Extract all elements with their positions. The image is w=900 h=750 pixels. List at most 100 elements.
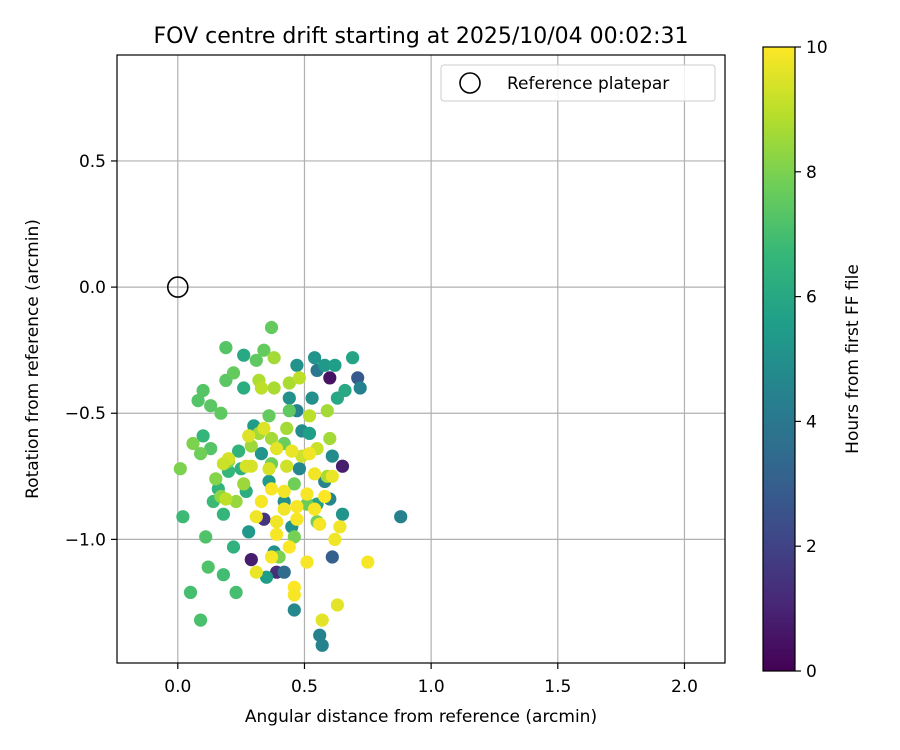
drift-point (282, 404, 296, 418)
drift-point (199, 530, 213, 544)
drift-point (194, 447, 208, 461)
colorbar-label: Hours from first FF file (843, 264, 863, 454)
drift-point (351, 371, 365, 385)
drift-point (325, 469, 339, 483)
drift-point (302, 447, 317, 461)
drift-point (290, 358, 304, 372)
drift-point (353, 381, 367, 395)
drift-point (323, 371, 337, 385)
data-points (173, 320, 408, 652)
drift-point (196, 429, 210, 443)
plot-frame (116, 54, 726, 664)
drift-point (194, 613, 208, 627)
drift-point (249, 565, 263, 579)
colorbar-tick-label: 2 (806, 537, 817, 557)
drift-point (249, 510, 263, 524)
drift-point (232, 444, 246, 458)
drift-point (214, 406, 228, 420)
drift-point (280, 421, 294, 435)
drift-point (308, 351, 322, 365)
drift-point (328, 532, 342, 547)
drift-point (264, 550, 279, 564)
drift-point (318, 489, 332, 504)
drift-point (176, 510, 190, 524)
drift-point (264, 320, 279, 335)
x-tick-label: 0.0 (164, 677, 191, 697)
drift-point (292, 371, 306, 385)
drift-point (287, 603, 301, 617)
drift-point (237, 477, 251, 491)
drift-point (267, 351, 281, 365)
drift-point (254, 381, 268, 395)
colorbar-ticks: 0 2 4 6 8 10 (795, 38, 828, 682)
drift-point (173, 462, 187, 476)
drift-point (302, 409, 317, 423)
reference-layer (167, 276, 189, 298)
colorbar-tick-label: 6 (806, 288, 817, 308)
drift-point (254, 447, 268, 461)
drift-point (186, 436, 200, 451)
drift-point (315, 638, 329, 652)
drift-point (290, 500, 304, 514)
legend-reference-marker (459, 72, 481, 94)
drift-point (361, 555, 375, 569)
drift-point (308, 502, 322, 516)
drift-point (216, 457, 230, 471)
drift-point (300, 487, 314, 501)
drift-point (287, 588, 301, 602)
drift-point (216, 568, 230, 582)
drift-point (237, 348, 251, 362)
drift-point (257, 343, 271, 357)
drift-point (282, 376, 296, 390)
drift-point (346, 351, 360, 365)
colorbar-tick-label: 8 (806, 163, 817, 183)
drift-point (318, 358, 332, 372)
reference-platepar-marker (167, 276, 189, 298)
drift-point (330, 391, 344, 405)
colorbar-gradient (763, 47, 795, 671)
drift-point (313, 628, 327, 642)
drift-point (325, 550, 339, 564)
drift-point (305, 391, 319, 405)
drift-point (242, 525, 256, 539)
drift-point (328, 358, 342, 372)
chart-title: FOV centre drift starting at 2025/10/04 … (154, 24, 689, 49)
drift-point (226, 540, 241, 554)
legend-reference-label: Reference platepar (507, 74, 669, 94)
drift-point (226, 366, 241, 380)
drift-point (313, 517, 327, 531)
drift-point (242, 429, 256, 443)
drift-point (302, 426, 317, 440)
drift-point (330, 598, 344, 612)
colorbar-tick-label: 10 (806, 38, 828, 58)
drift-point (335, 459, 350, 473)
drift-point (219, 492, 233, 506)
grid-lines (117, 55, 725, 663)
drift-point (335, 507, 350, 521)
drift-point (219, 341, 233, 355)
drift-point (270, 515, 284, 529)
drift-point (282, 391, 296, 405)
drift-point (196, 383, 210, 398)
colorbar-tick-label: 4 (806, 412, 817, 432)
drift-point (204, 442, 218, 456)
drift-point (259, 570, 274, 584)
drift-point (264, 482, 279, 496)
drift-point (183, 585, 198, 600)
x-tick-label: 2.0 (671, 677, 698, 697)
drift-point (325, 449, 339, 463)
drift-point (287, 477, 301, 491)
drift-point (300, 555, 314, 569)
drift-point (315, 613, 329, 627)
drift-point (201, 560, 215, 574)
y-axis-ticks: −1.0 −0.5 0.0 0.5 (65, 152, 117, 550)
drift-point (394, 510, 408, 524)
x-tick-label: 1.5 (544, 677, 571, 697)
legend: Reference platepar (440, 64, 716, 102)
plot-area (117, 55, 725, 663)
drift-point (280, 459, 294, 473)
colorbar-frame (762, 46, 796, 672)
drift-point (262, 409, 276, 423)
drift-point (290, 512, 304, 526)
